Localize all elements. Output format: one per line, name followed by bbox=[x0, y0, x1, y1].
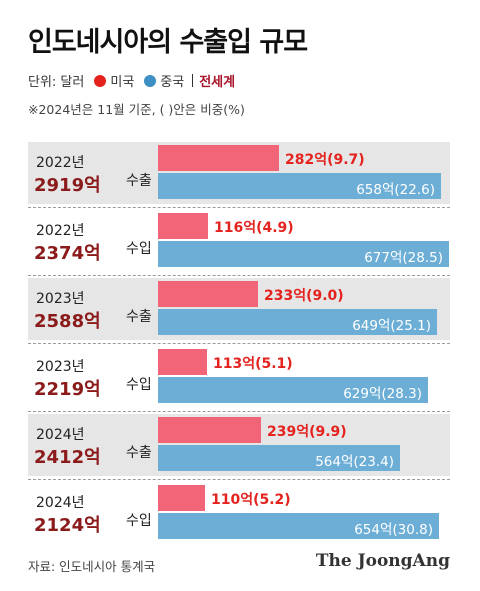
row-divider bbox=[28, 411, 450, 412]
cn-value-label: 677억(28.5) bbox=[364, 250, 443, 266]
row-divider bbox=[28, 343, 450, 344]
row-total: 2919억 bbox=[34, 175, 101, 196]
cn-bar bbox=[158, 513, 439, 539]
cn-legend-dot bbox=[144, 74, 157, 87]
unit-label: 단위: 달러 bbox=[28, 75, 85, 90]
row-total: 2219억 bbox=[34, 379, 101, 400]
cn-value-label: 564억(23.4) bbox=[315, 454, 394, 470]
us-value-label: 282억(9.7) bbox=[285, 152, 365, 168]
cn-legend-label: 중국 bbox=[160, 75, 185, 90]
row-type: 수출 bbox=[126, 173, 152, 189]
row-year: 2024년 bbox=[36, 495, 85, 511]
row-year: 2022년 bbox=[36, 223, 85, 239]
us-legend-label: 미국 bbox=[110, 75, 135, 90]
legend: 단위: 달러 미국 중국 전세계 bbox=[28, 71, 235, 90]
row-divider bbox=[28, 207, 450, 208]
legend-separator bbox=[192, 74, 194, 87]
row-year: 2023년 bbox=[36, 359, 85, 375]
row-total: 2124억 bbox=[34, 515, 101, 536]
us-bar bbox=[158, 417, 261, 443]
us-bar bbox=[158, 213, 208, 239]
cn-bar bbox=[158, 377, 428, 403]
cn-bar bbox=[158, 241, 449, 267]
us-legend-dot bbox=[94, 74, 107, 87]
us-value-label: 110억(5.2) bbox=[211, 492, 291, 508]
us-value-label: 116억(4.9) bbox=[214, 220, 294, 236]
brand-logo: The JoongAng bbox=[315, 551, 450, 571]
row-year: 2024년 bbox=[36, 427, 85, 443]
row-type: 수출 bbox=[126, 309, 152, 325]
source-label: 자료: 인도네시아 통계국 bbox=[28, 559, 156, 574]
total-legend-label: 전세계 bbox=[199, 75, 236, 90]
us-bar bbox=[158, 281, 258, 307]
us-value-label: 239억(9.9) bbox=[267, 424, 347, 440]
row-year: 2023년 bbox=[36, 291, 85, 307]
cn-value-label: 658억(22.6) bbox=[356, 182, 435, 198]
us-value-label: 113억(5.1) bbox=[213, 356, 293, 372]
chart-title: 인도네시아의 수출입 규모 bbox=[28, 27, 308, 58]
row-divider bbox=[28, 275, 450, 276]
row-total: 2412억 bbox=[34, 447, 101, 468]
cn-value-label: 629억(28.3) bbox=[343, 386, 422, 402]
row-type: 수입 bbox=[126, 241, 152, 257]
row-year: 2022년 bbox=[36, 155, 85, 171]
cn-bar bbox=[158, 309, 437, 335]
footnote: ※2024년은 11월 기준, ( )안은 비중(%) bbox=[28, 102, 245, 117]
us-bar bbox=[158, 145, 279, 171]
us-value-label: 233억(9.0) bbox=[264, 288, 344, 304]
row-total: 2588억 bbox=[34, 311, 101, 332]
cn-value-label: 654억(30.8) bbox=[354, 522, 433, 538]
cn-bar bbox=[158, 445, 400, 471]
row-divider bbox=[28, 479, 450, 480]
row-type: 수입 bbox=[126, 377, 152, 393]
cn-bar bbox=[158, 173, 441, 199]
row-total: 2374억 bbox=[34, 243, 101, 264]
cn-value-label: 649억(25.1) bbox=[352, 318, 431, 334]
row-type: 수입 bbox=[126, 513, 152, 529]
us-bar bbox=[158, 485, 205, 511]
us-bar bbox=[158, 349, 207, 375]
row-type: 수출 bbox=[126, 445, 152, 461]
